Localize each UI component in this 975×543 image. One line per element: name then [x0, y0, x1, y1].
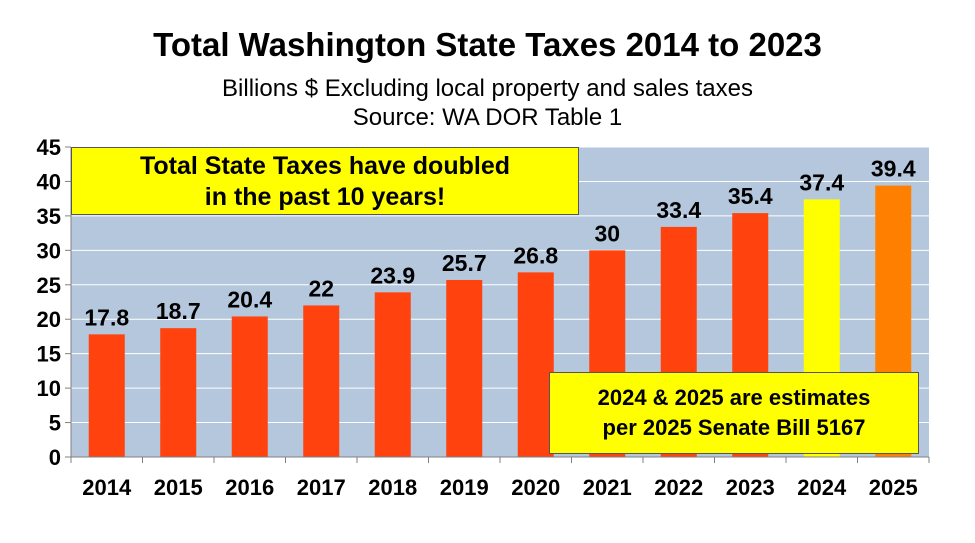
data-label-2021: 30 [594, 220, 620, 246]
x-tick-label-2015: 2015 [154, 475, 203, 500]
data-label-2020: 26.8 [513, 242, 558, 268]
y-tick-label: 0 [49, 445, 61, 470]
subtitle-line-1: Billions $ Excluding local property and … [222, 75, 753, 102]
x-tick-label-2023: 2023 [726, 475, 775, 500]
y-tick-label: 20 [37, 307, 61, 332]
data-label-2022: 33.4 [656, 197, 701, 223]
bar-2018 [374, 292, 411, 457]
bar-2014 [88, 334, 125, 457]
y-tick-label: 25 [37, 273, 61, 298]
data-label-2017: 22 [308, 275, 334, 301]
chart-title: Total Washington State Taxes 2014 to 202… [153, 26, 822, 63]
bars [88, 185, 912, 458]
x-tick-label-2022: 2022 [654, 475, 703, 500]
y-tick-label: 15 [37, 342, 61, 367]
bar-2016 [231, 316, 268, 457]
subtitle-line-2: Source: WA DOR Table 1 [352, 104, 623, 131]
y-tick-label: 40 [37, 169, 61, 194]
annotation-doubled-line-1: Total State Taxes have doubled [140, 152, 510, 180]
y-tick-label: 35 [37, 204, 61, 229]
y-axis-ticks: 0 5 10 15 20 25 30 35 40 45 [37, 135, 71, 470]
x-tick-label-2017: 2017 [297, 475, 346, 500]
bar-2020 [517, 272, 554, 457]
annotation-estimates-line-1: 2024 & 2025 are estimates [597, 385, 871, 410]
annotation-estimates: 2024 & 2025 are estimates per 2025 Senat… [549, 372, 919, 454]
x-tick-label-2019: 2019 [440, 475, 489, 500]
data-labels: 17.8 18.7 20.4 22 23.9 25.7 26.8 30 33.4 35.4 37.4… [84, 156, 915, 331]
data-label-2025: 39.4 [871, 156, 916, 182]
data-label-2016: 20.4 [227, 286, 272, 312]
annotation-doubled: Total State Taxes have doubled in the pa… [71, 147, 579, 215]
y-tick-label: 30 [37, 238, 61, 263]
x-tick-label-2020: 2020 [511, 475, 560, 500]
annotation-doubled-line-2: in the past 10 years! [204, 183, 446, 211]
data-label-2023: 35.4 [728, 183, 773, 209]
x-tick-label-2014: 2014 [82, 475, 132, 500]
data-label-2018: 23.9 [370, 262, 415, 288]
chart-subtitle: Billions $ Excluding local property and … [0, 74, 975, 132]
bar-2017 [303, 305, 340, 457]
bar-2015 [160, 328, 197, 457]
x-tick-label-2018: 2018 [368, 475, 417, 500]
x-tick-label-2024: 2024 [797, 475, 847, 500]
x-tick-label-2021: 2021 [583, 475, 632, 500]
y-tick-label: 45 [37, 135, 61, 160]
annotation-estimates-line-2: per 2025 Senate Bill 5167 [602, 415, 866, 440]
data-label-2015: 18.7 [156, 298, 201, 324]
y-tick-label: 10 [37, 376, 61, 401]
bar-2019 [446, 279, 483, 457]
data-label-2024: 37.4 [799, 169, 844, 195]
data-label-2019: 25.7 [442, 250, 487, 276]
data-label-2014: 17.8 [84, 304, 129, 330]
x-tick-label-2025: 2025 [869, 475, 918, 500]
y-tick-label: 5 [49, 411, 61, 436]
x-tick-label-2016: 2016 [225, 475, 274, 500]
x-axis-ticks: 2014 2015 2016 2017 2018 2019 2020 2021 2022 2023… [70, 457, 930, 500]
